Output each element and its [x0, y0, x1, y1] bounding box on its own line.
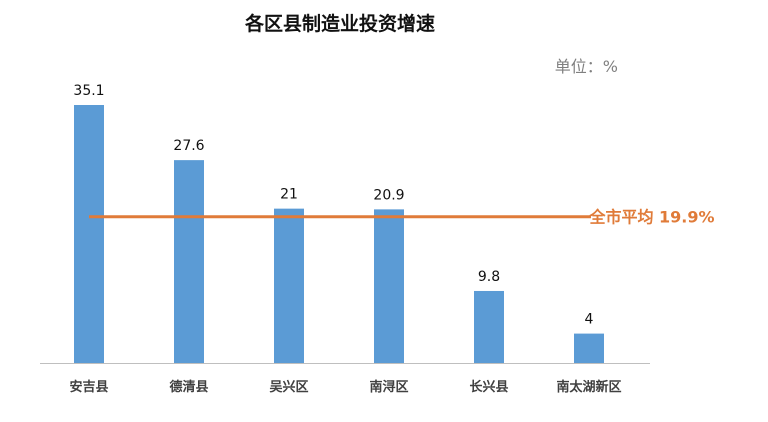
bar-value-label: 20.9 [373, 187, 404, 203]
bar [174, 160, 204, 363]
bar [574, 333, 604, 363]
bar [74, 105, 104, 363]
category-labels-group: 安吉县 德清县 吴兴区 南浔区 长兴县 南太湖新区 [69, 379, 621, 395]
category-label: 南浔区 [369, 379, 408, 395]
bars-group [74, 105, 604, 363]
category-label: 安吉县 [69, 379, 108, 395]
bar-value-label: 21 [280, 187, 298, 203]
bar-value-label: 4 [585, 312, 594, 328]
category-label: 德清县 [169, 379, 208, 395]
chart-title: 各区县制造业投资增速 [244, 12, 435, 35]
unit-label: 单位：% [555, 57, 618, 76]
bar-value-label: 27.6 [173, 138, 204, 154]
bar [374, 209, 404, 363]
category-label: 南太湖新区 [556, 379, 621, 395]
average-label: 全市平均 19.9% [588, 208, 714, 227]
value-labels-group: 35.1 27.6 21 20.9 9.8 4 [73, 83, 593, 328]
bar-value-label: 35.1 [73, 83, 104, 99]
bar [274, 208, 304, 363]
category-label: 吴兴区 [269, 379, 308, 395]
category-label: 长兴县 [469, 379, 508, 395]
bar [474, 290, 504, 363]
bar-value-label: 9.8 [478, 269, 500, 285]
